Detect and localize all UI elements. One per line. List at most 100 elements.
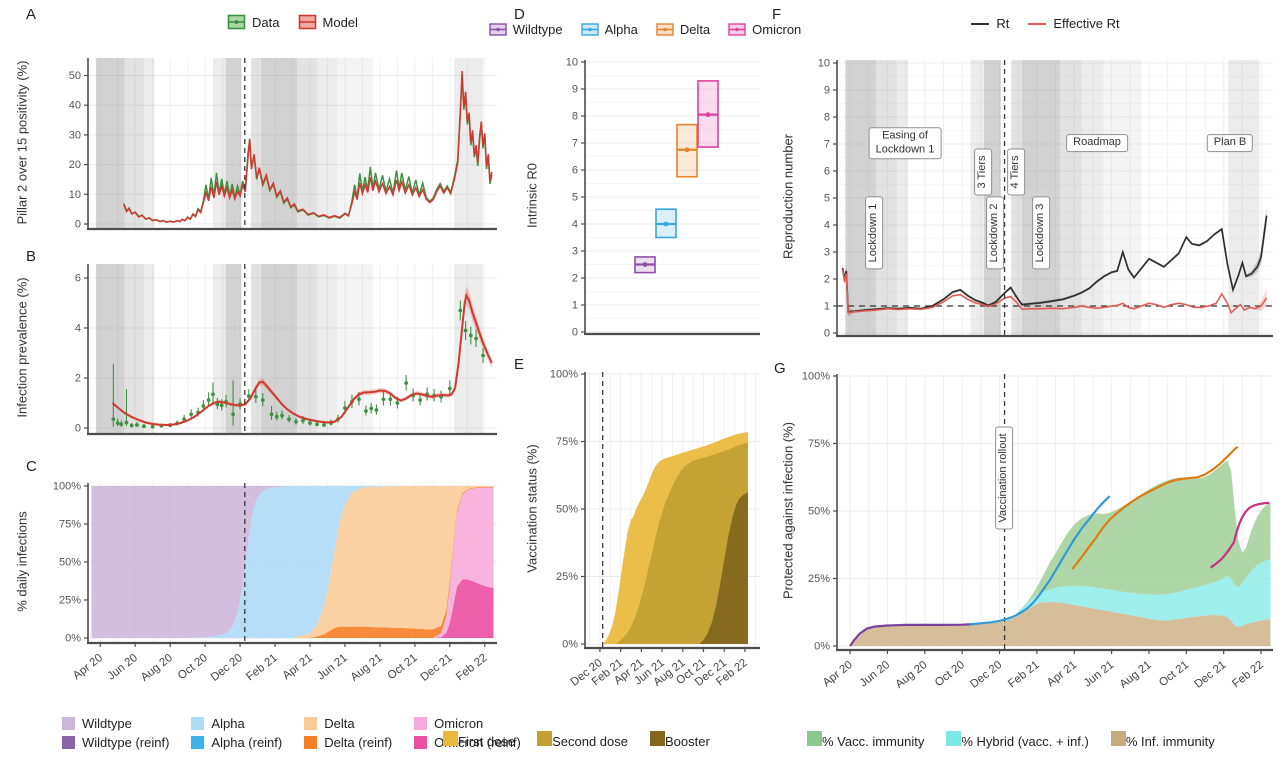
legend-label: Omicron [434,716,484,731]
annotation-4-tiers: 4 Tiers [1007,148,1025,196]
panel-label-f: F [772,6,782,23]
color-swatch [414,736,428,749]
legend-key-icon [971,22,990,25]
legend-doses: First dose Second dose Booster [443,731,710,749]
annotation-lockdown-2: Lockdown 2 [986,196,1004,270]
svg-text:Oct 21: Oct 21 [386,652,420,682]
svg-text:Aug 21: Aug 21 [1118,659,1154,691]
color-swatch [649,731,665,746]
legend-label: % Inf. immunity [1125,734,1215,749]
legend-label: Effective Rt [1053,16,1120,31]
svg-text:9: 9 [572,84,578,96]
svg-text:Apr 21: Apr 21 [1045,659,1079,689]
svg-text:25%: 25% [59,595,81,607]
legend-label: Omicron [752,22,802,37]
legend-label: Data [252,14,280,30]
svg-text:Jun 21: Jun 21 [1082,659,1117,690]
legend-variants: Wildtype Wildtype (reinf) Alpha Alpha (rein… [62,716,521,750]
annotation-lockdown-3: Lockdown 3 [1032,196,1050,270]
color-swatch [1110,731,1126,746]
svg-text:4: 4 [75,323,81,335]
legend-label: Model [322,14,358,30]
legend-label: First dose [458,734,516,749]
svg-text:0%: 0% [562,639,578,651]
svg-text:Dec 21: Dec 21 [1192,659,1228,691]
annotation-easing-line2: Lockdown 1 [875,143,935,155]
legend-item-wildtype: Wildtype [489,22,563,37]
legend-item-booster: Booster [649,731,710,749]
legend-label: % Vacc. immunity [822,734,925,749]
svg-text:7: 7 [572,138,578,150]
legend-key-icon [298,14,316,30]
legend-item--vacc-immunity: % Vacc. immunity [807,731,924,749]
legend-item-wildtype-reinf: Wildtype (reinf) [62,735,169,750]
svg-text:40: 40 [69,100,81,112]
legend-label: % Hybrid (vacc. + inf.) [961,734,1089,749]
legend-item-rt: Rt [970,16,1009,31]
legend-key-icon [489,23,507,36]
legend-label: Wildtype [82,716,132,731]
legend-item-wildtype: Wildtype [62,716,169,731]
svg-text:Oct 20: Oct 20 [933,659,967,689]
color-swatch [191,717,205,730]
svg-text:Apr 21: Apr 21 [281,652,315,682]
panel-label-b: B [26,248,37,265]
legend-item-second-dose: Second dose [537,731,628,749]
legend-item-delta-reinf: Delta (reinf) [304,735,392,750]
legend-panel-f: Rt Effective Rt [900,16,1190,31]
legend-variant-column: Delta Delta (reinf) [304,716,392,750]
color-swatch [191,736,205,749]
svg-text:5: 5 [572,192,578,204]
svg-text:100%: 100% [802,371,830,383]
panel-label-g: G [774,360,786,377]
legend-label: Second dose [552,734,628,749]
annotation-3-tiers: 3 Tiers [974,148,992,196]
legend-item-alpha: Alpha [191,716,282,731]
svg-text:2: 2 [75,373,81,385]
svg-text:9: 9 [824,85,830,97]
svg-text:50: 50 [69,70,81,82]
svg-text:8: 8 [572,111,578,123]
legend-label: Delta (reinf) [324,735,393,750]
color-swatch [304,717,318,730]
svg-text:10: 10 [818,58,830,70]
y-label-d: Intrinsic R0 [524,162,540,229]
legend-item-data: Data [227,14,280,30]
legend-label: Wildtype (reinf) [82,735,170,750]
svg-text:6: 6 [572,165,578,177]
svg-text:2: 2 [572,273,578,285]
svg-text:3: 3 [572,246,578,258]
svg-text:75%: 75% [808,438,830,450]
legend-immunity: % Vacc. immunity % Hybrid (vacc. + inf.)%… [807,731,1215,749]
svg-text:0: 0 [824,328,830,340]
svg-text:Oct 20: Oct 20 [176,652,210,682]
svg-text:50%: 50% [59,557,81,569]
annotation-lockdown-1: Lockdown 1 [865,196,883,270]
panel-label-e: E [514,356,525,373]
svg-text:0%: 0% [814,641,830,653]
color-swatch [537,731,553,746]
legend-label: Alpha [211,716,245,731]
svg-text:100%: 100% [550,369,578,381]
svg-text:Dec 20: Dec 20 [968,659,1004,691]
svg-text:6: 6 [824,166,830,178]
color-swatch [946,731,962,746]
svg-text:Feb 21: Feb 21 [1006,659,1042,691]
svg-text:Jun 20: Jun 20 [858,659,893,690]
svg-text:0: 0 [75,219,81,231]
annotation-easing-line1: Easing of [882,129,928,142]
svg-text:6: 6 [75,273,81,285]
svg-text:Jun 21: Jun 21 [315,652,350,683]
svg-text:Feb 22: Feb 22 [454,652,490,684]
legend-label: Delta [679,22,711,37]
legend-variant-column: Alpha Alpha (reinf) [191,716,282,750]
svg-text:Aug 20: Aug 20 [139,652,175,684]
svg-text:5: 5 [824,193,830,205]
legend-label: Wildtype [512,22,563,37]
color-swatch [62,717,75,730]
y-label-c: % daily infections [14,511,30,612]
legend-key-icon [1028,22,1047,25]
legend-item--hybrid-vacc-inf-: % Hybrid (vacc. + inf.) [946,731,1089,749]
y-label-e: Vaccination status (%) [524,444,540,573]
